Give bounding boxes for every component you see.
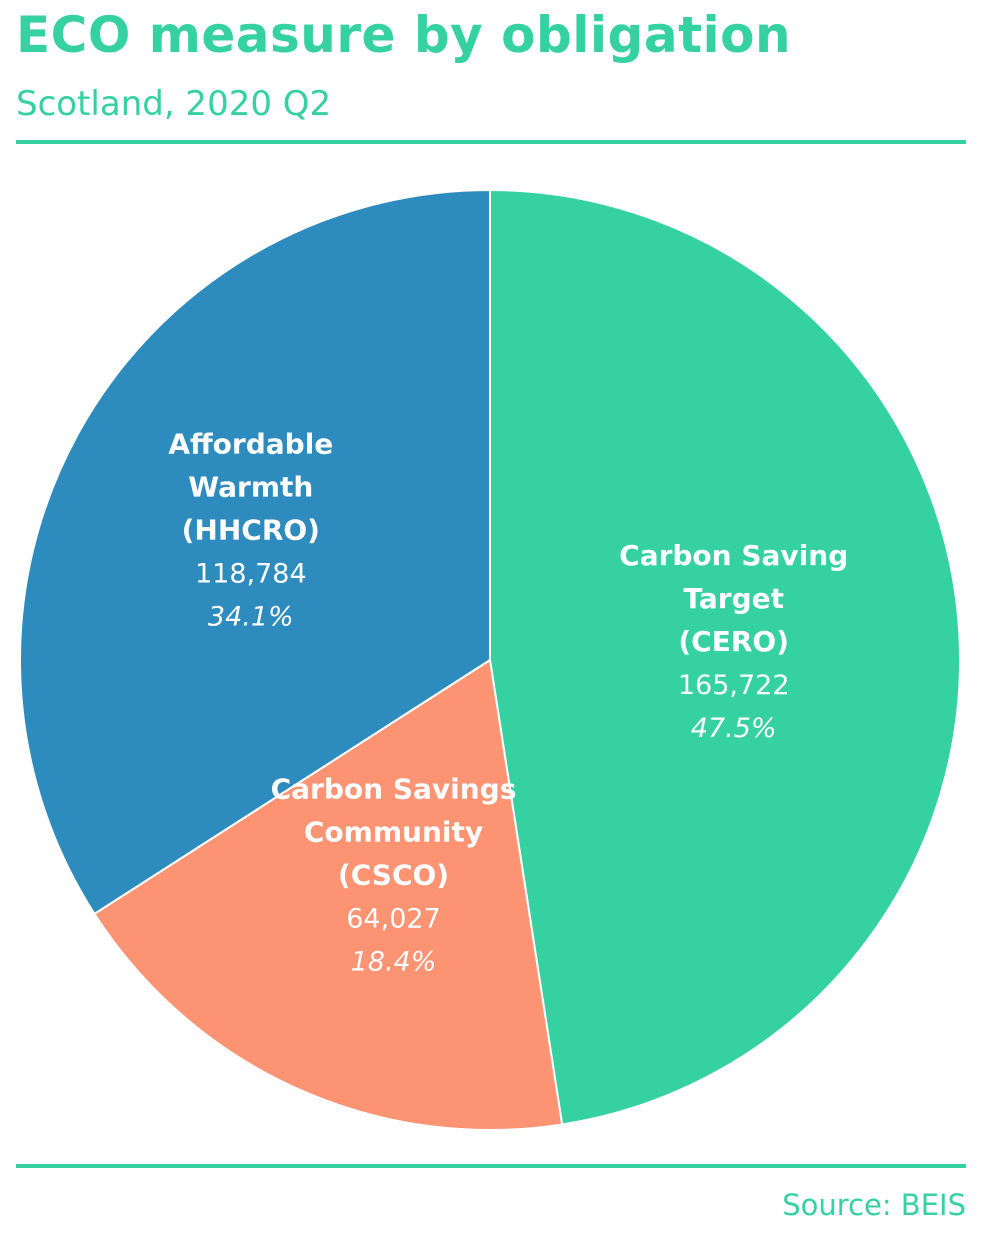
pie-chart: Carbon Saving Target (CERO) 165,722 47.5% Car… — [18, 188, 962, 1131]
slice-2-label-line-0: Affordable — [168, 427, 333, 460]
slice-1-label-line-1: Community — [304, 815, 483, 848]
slice-2-label-line-4: 34.1% — [208, 601, 294, 632]
slice-1-label-line-4: 18.4% — [351, 946, 437, 977]
slice-0-label-line-2: (CERO) — [678, 625, 789, 658]
pie-slice-2 — [18, 188, 491, 916]
slice-2-label-line-2: (HHCRO) — [182, 513, 320, 546]
slice-1-label-line-2: (CSCO) — [338, 858, 449, 891]
top-divider — [16, 140, 966, 144]
slice-1-label-line-0: Carbon Savings — [271, 772, 517, 805]
slice-1-label-line-3: 64,027 — [346, 903, 440, 934]
pie-slice-1 — [93, 658, 564, 1131]
pie-slices — [18, 188, 962, 1131]
chart-subtitle: Scotland, 2020 Q2 — [16, 84, 332, 124]
slice-0-label-line-4: 47.5% — [691, 713, 777, 744]
pie-slice-0 — [489, 188, 962, 1126]
bottom-divider — [16, 1164, 966, 1168]
slice-0-label-line-3: 165,722 — [678, 670, 790, 701]
slice-0-label-line-1: Target — [683, 582, 784, 615]
source-note: Source: BEIS — [782, 1188, 966, 1222]
slice-2-label-line-1: Warmth — [188, 470, 313, 503]
slice-0-label-line-0: Carbon Saving — [619, 539, 848, 572]
slice-2-label-line-3: 118,784 — [195, 558, 307, 589]
pie-labels: Carbon Saving Target (CERO) 165,722 47.5% Car… — [168, 427, 848, 977]
chart-title: ECO measure by obligation — [16, 6, 792, 64]
